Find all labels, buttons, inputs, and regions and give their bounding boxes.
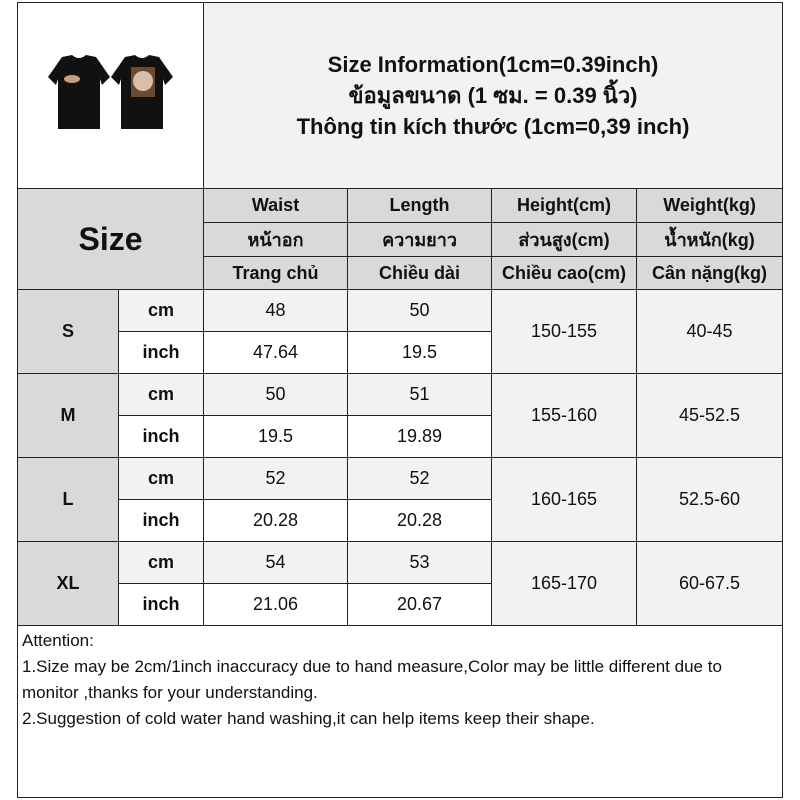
col-waist-en: Waist (203, 188, 349, 223)
col-height-th: ส่วนสูง(cm) (491, 222, 638, 257)
weight-range: 60-67.5 (636, 541, 784, 626)
length-cm: 50 (347, 289, 493, 332)
col-waist-vi: Trang chủ (203, 256, 349, 290)
col-height-en: Height(cm) (491, 188, 638, 223)
col-weight-en: Weight(kg) (636, 188, 784, 223)
waist-cm: 54 (203, 541, 349, 584)
title-thai: ข้อมูลขนาด (1 ซม. = 0.39 นิ้ว) (348, 83, 638, 108)
size-label: L (17, 457, 119, 542)
table-row-cm: S cm 48 50 150-155 40-45 (17, 289, 784, 374)
waist-inch: 19.5 (203, 415, 349, 458)
unit-inch: inch (117, 415, 205, 458)
waist-inch: 20.28 (203, 499, 349, 542)
unit-cm: cm (117, 541, 205, 584)
col-weight-vi: Cân nặng(kg) (636, 256, 784, 290)
unit-cm: cm (117, 457, 205, 500)
unit-inch: inch (117, 499, 205, 542)
waist-cm: 50 (203, 373, 349, 416)
weight-range: 52.5-60 (636, 457, 784, 542)
table-row-cm: L cm 52 52 160-165 52.5-60 (17, 457, 784, 542)
col-waist-th: หน้าอก (203, 222, 349, 257)
note-2: 2.Suggestion of cold water hand washing,… (22, 709, 595, 728)
waist-inch: 47.64 (203, 331, 349, 374)
col-length-th: ความยาว (347, 222, 493, 257)
length-inch: 20.28 (347, 499, 493, 542)
notes-heading: Attention: (22, 631, 94, 650)
weight-range: 40-45 (636, 289, 784, 374)
size-chart-table: Size Information(1cm=0.39inch) ข้อมูลขนา… (16, 2, 784, 798)
length-inch: 19.5 (347, 331, 493, 374)
length-cm: 52 (347, 457, 493, 500)
table-row-inch: inch 20.28 20.28 (18, 499, 783, 542)
size-label: XL (17, 541, 119, 626)
title-vietnamese: Thông tin kích thước (1cm=0,39 inch) (296, 114, 690, 139)
tshirt-front-image (48, 55, 110, 131)
col-length-en: Length (347, 188, 493, 223)
table-row-inch: inch 47.64 19.5 (18, 331, 783, 374)
table-row-cm: XL cm 54 53 165-170 60-67.5 (17, 541, 784, 626)
table-row-inch: inch 19.5 19.89 (18, 415, 783, 458)
size-label: M (17, 373, 119, 458)
weight-range: 45-52.5 (636, 373, 784, 458)
waist-inch: 21.06 (203, 583, 349, 626)
size-header: Size (16, 188, 205, 290)
attention-notes: Attention: 1.Size may be 2cm/1inch inacc… (16, 625, 784, 798)
col-weight-th: น้ำหนัก(kg) (636, 222, 784, 257)
unit-inch: inch (117, 583, 205, 626)
height-range: 160-165 (491, 457, 638, 542)
tshirt-back-image (111, 55, 174, 131)
unit-inch: inch (117, 331, 205, 374)
height-range: 150-155 (491, 289, 638, 374)
unit-cm: cm (117, 373, 205, 416)
table-row-inch: inch 21.06 20.67 (18, 583, 783, 626)
col-height-vi: Chiều cao(cm) (491, 256, 638, 290)
note-1: 1.Size may be 2cm/1inch inaccuracy due t… (22, 657, 722, 702)
height-range: 165-170 (491, 541, 638, 626)
size-information-title: Size Information(1cm=0.39inch) ข้อมูลขนา… (203, 2, 784, 189)
length-cm: 51 (347, 373, 493, 416)
waist-cm: 48 (203, 289, 349, 332)
height-range: 155-160 (491, 373, 638, 458)
waist-cm: 52 (203, 457, 349, 500)
product-image (16, 2, 205, 189)
length-cm: 53 (347, 541, 493, 584)
col-length-vi: Chiều dài (347, 256, 493, 290)
length-inch: 19.89 (347, 415, 493, 458)
unit-cm: cm (117, 289, 205, 332)
title-english: Size Information(1cm=0.39inch) (327, 52, 659, 77)
table-row-cm: M cm 50 51 155-160 45-52.5 (17, 373, 784, 458)
length-inch: 20.67 (347, 583, 493, 626)
size-label: S (17, 289, 119, 374)
